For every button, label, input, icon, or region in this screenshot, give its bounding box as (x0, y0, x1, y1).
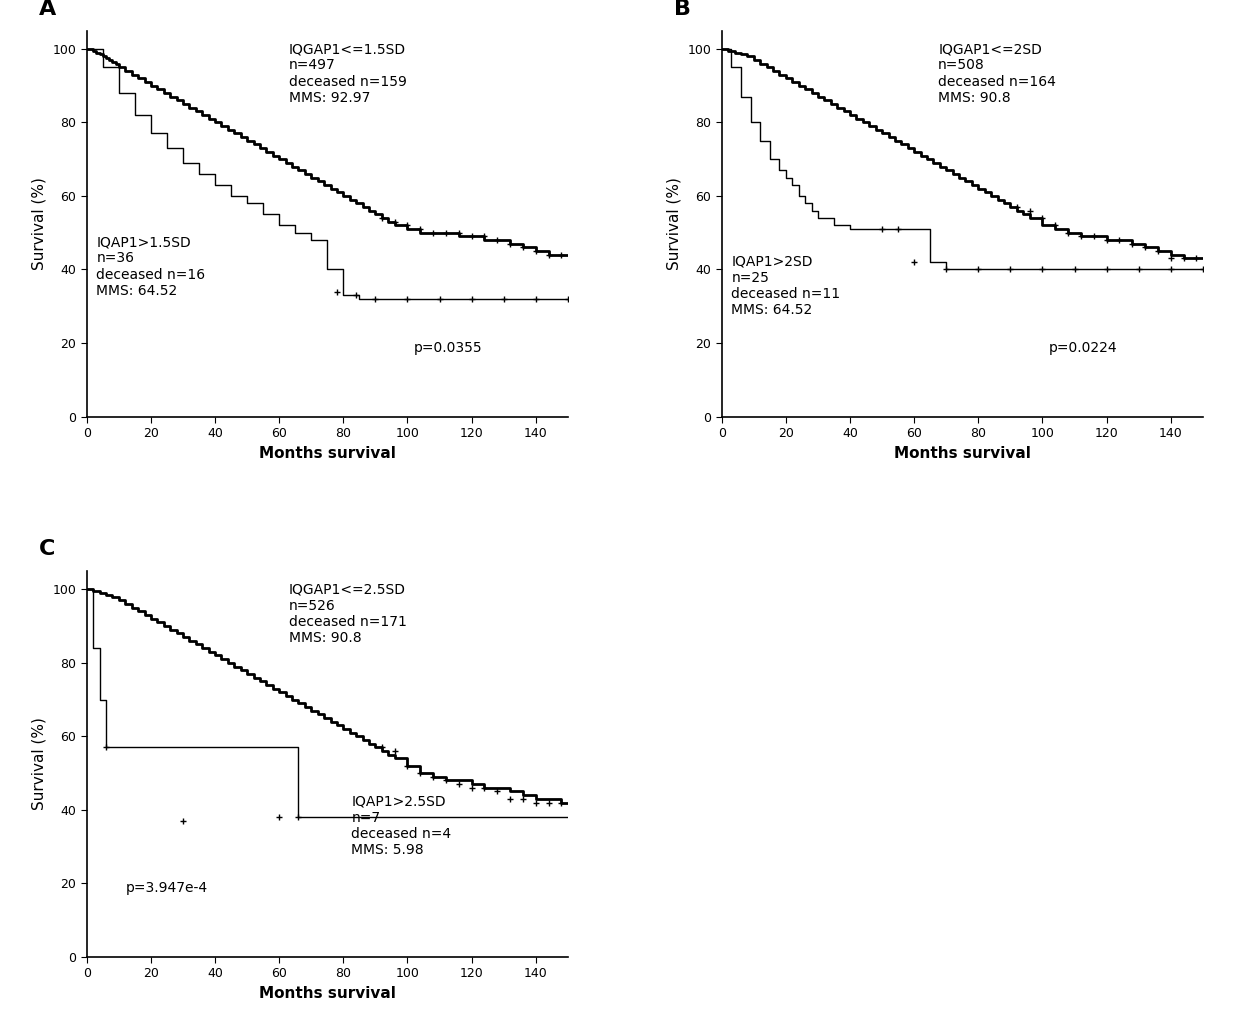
Text: C: C (38, 540, 55, 559)
Text: IQAP1>2SD
n=25
deceased n=11
MMS: 64.52: IQAP1>2SD n=25 deceased n=11 MMS: 64.52 (732, 254, 841, 317)
Text: IQAP1>1.5SD
n=36
deceased n=16
MMS: 64.52: IQAP1>1.5SD n=36 deceased n=16 MMS: 64.5… (97, 235, 206, 297)
Text: A: A (38, 0, 56, 19)
Text: p=0.0224: p=0.0224 (1049, 341, 1117, 355)
Y-axis label: Survival (%): Survival (%) (32, 177, 47, 270)
Text: IQAP1>2.5SD
n=7
deceased n=4
MMS: 5.98: IQAP1>2.5SD n=7 deceased n=4 MMS: 5.98 (351, 795, 451, 857)
X-axis label: Months survival: Months survival (259, 446, 396, 460)
Y-axis label: Survival (%): Survival (%) (667, 177, 682, 270)
Text: p=0.0355: p=0.0355 (414, 341, 482, 355)
X-axis label: Months survival: Months survival (259, 985, 396, 1001)
Text: B: B (673, 0, 691, 19)
Y-axis label: Survival (%): Survival (%) (32, 718, 47, 810)
Text: IQGAP1<=1.5SD
n=497
deceased n=159
MMS: 92.97: IQGAP1<=1.5SD n=497 deceased n=159 MMS: … (289, 42, 407, 105)
X-axis label: Months survival: Months survival (894, 446, 1030, 460)
Text: IQGAP1<=2SD
n=508
deceased n=164
MMS: 90.8: IQGAP1<=2SD n=508 deceased n=164 MMS: 90… (939, 42, 1056, 105)
Text: p=3.947e-4: p=3.947e-4 (125, 882, 207, 895)
Text: IQGAP1<=2.5SD
n=526
deceased n=171
MMS: 90.8: IQGAP1<=2.5SD n=526 deceased n=171 MMS: … (289, 582, 407, 645)
